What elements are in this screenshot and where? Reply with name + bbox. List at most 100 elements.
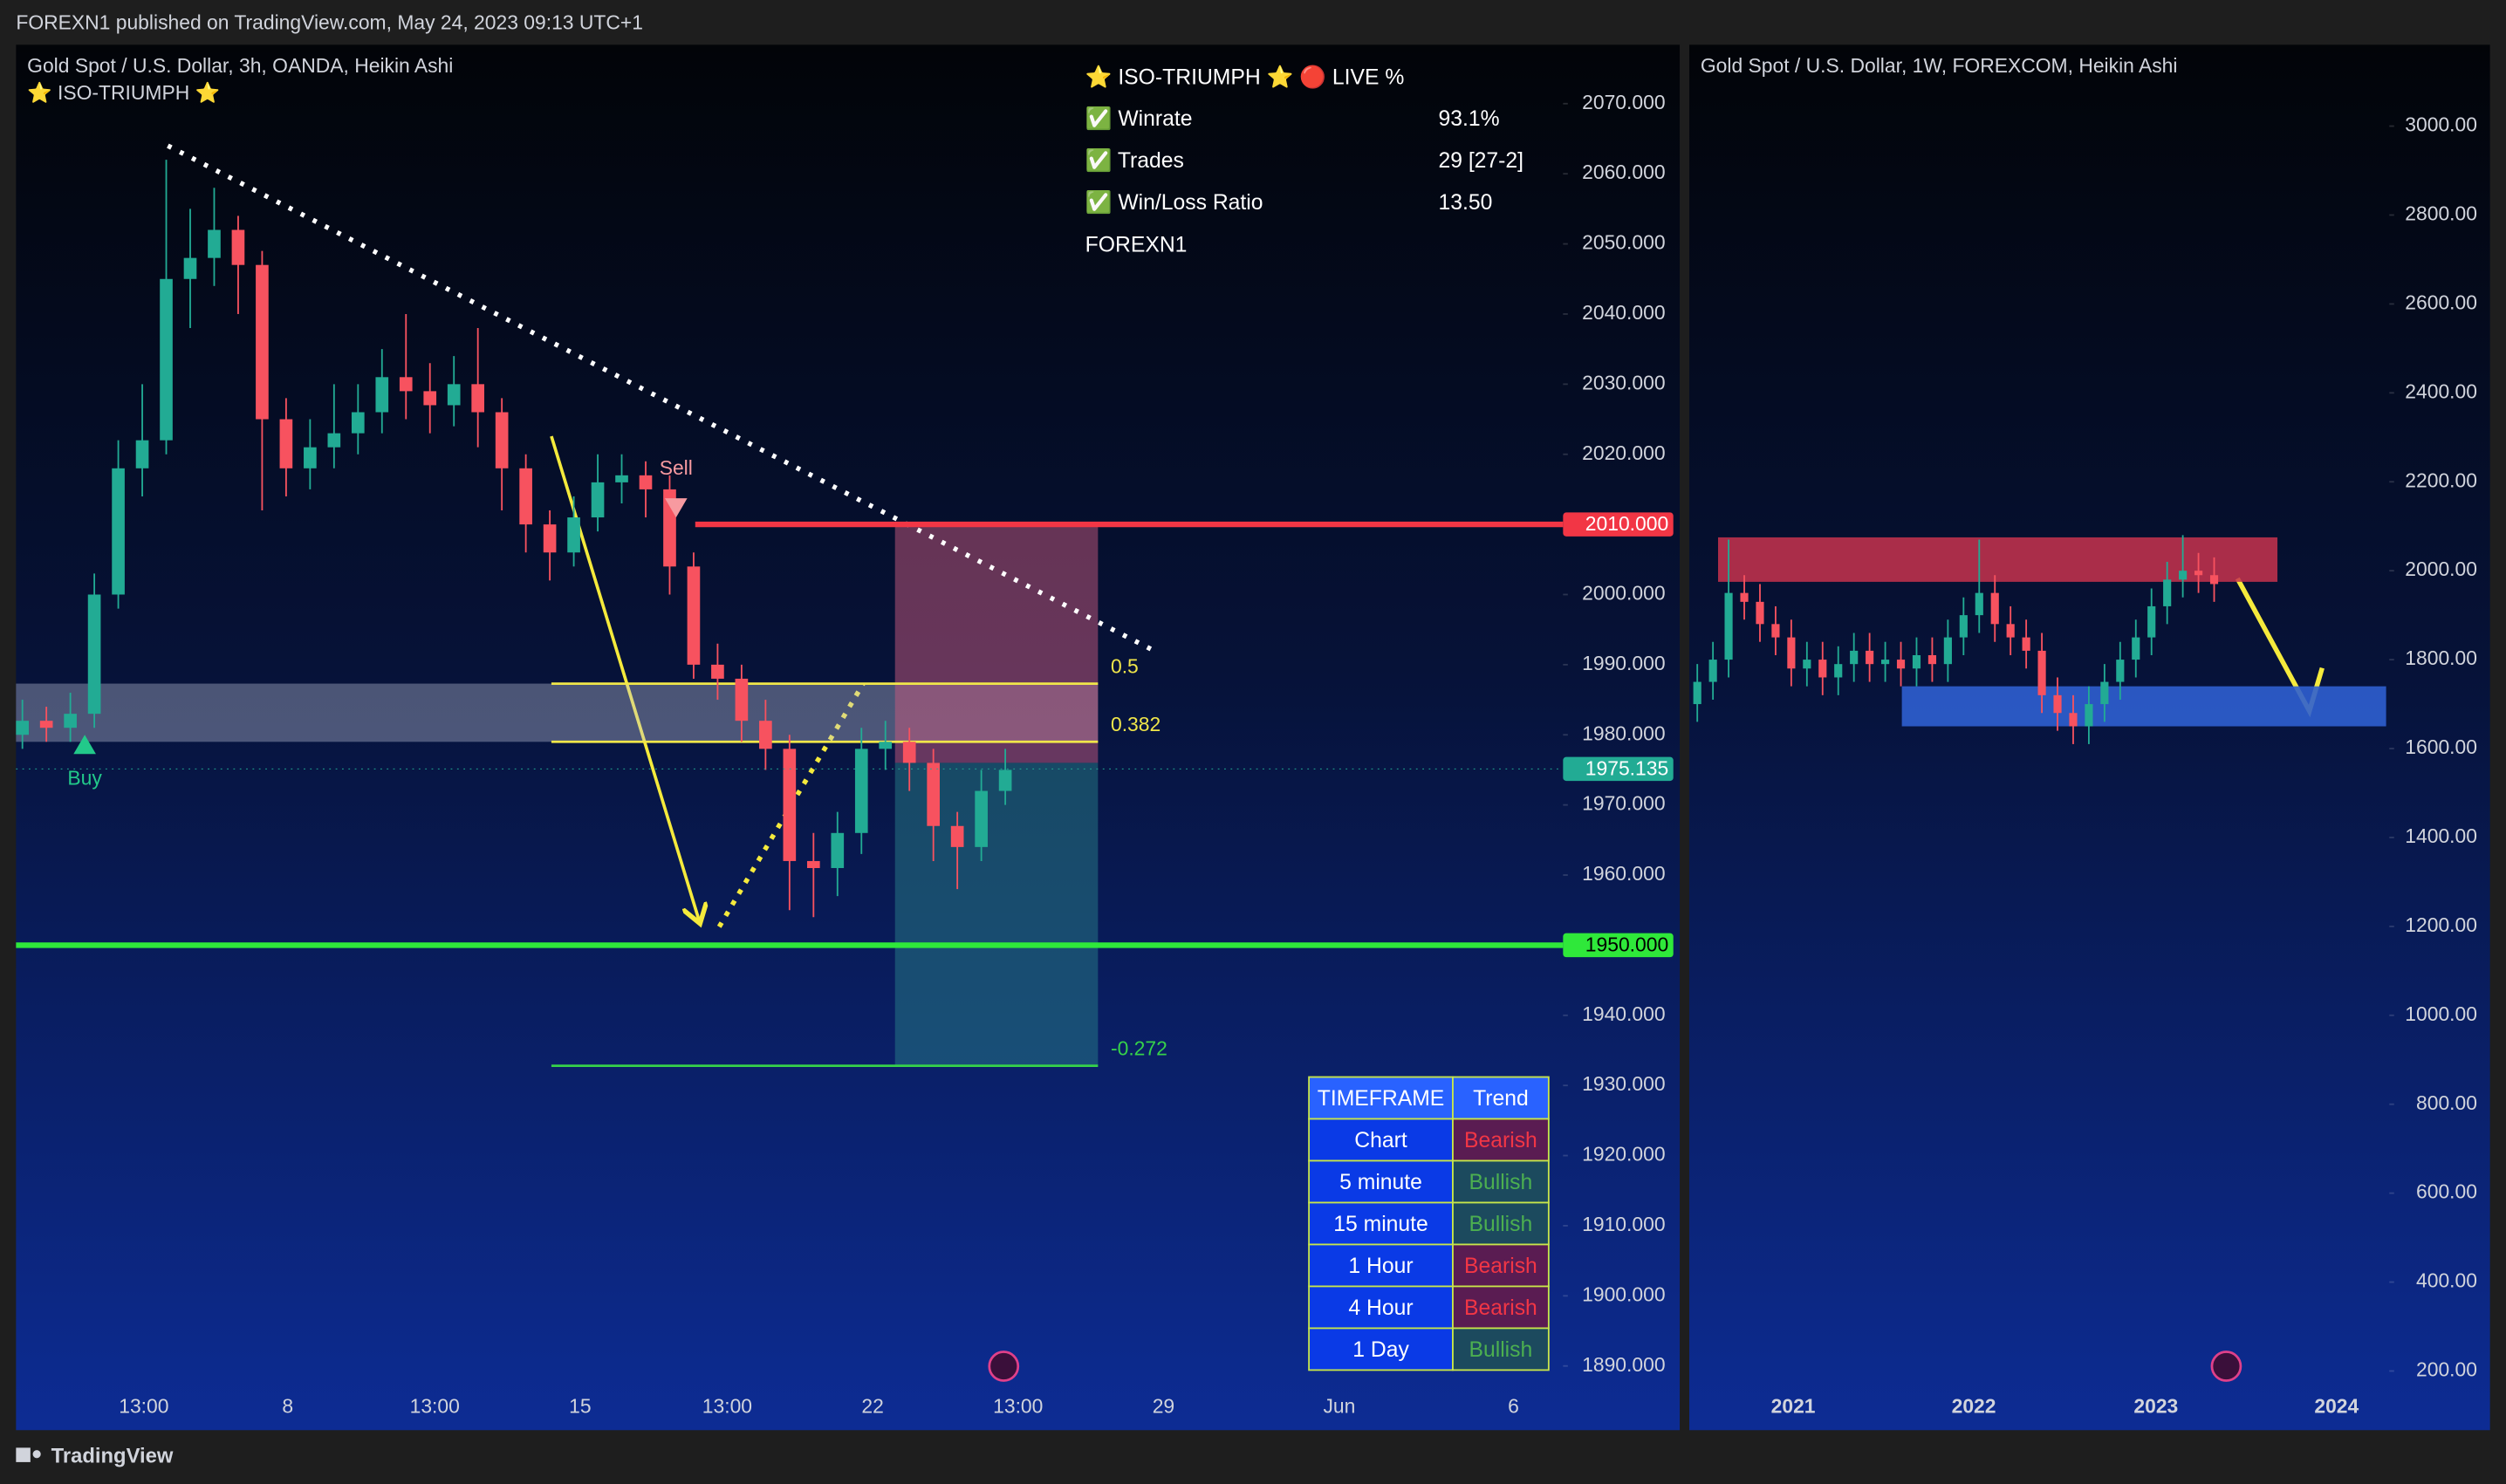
trend: Bearish (1464, 1129, 1537, 1152)
candle-body (2006, 624, 2015, 638)
panel-footer: FOREXN1 (1085, 234, 1188, 257)
candle-body (2100, 681, 2109, 705)
candle-body (2037, 650, 2046, 695)
panel-label: ✅ Trades (1085, 147, 1184, 173)
candle-body (1880, 660, 1890, 665)
candle-body (591, 482, 605, 518)
candle-body (208, 229, 221, 258)
fib-label: 0.5 (1111, 654, 1139, 677)
price-level-box (1563, 512, 1674, 537)
price-level-box (1563, 933, 1674, 958)
candle-body (447, 384, 461, 406)
candle-body (1896, 660, 1906, 669)
x-tick-label: 2021 (1771, 1395, 1816, 1418)
x-tick-label: 22 (861, 1395, 883, 1418)
candle-body (2069, 713, 2078, 727)
y-tick-label: 1980.000 (1582, 721, 1665, 744)
y-tick-label: 1600.00 (2405, 735, 2477, 758)
y-tick-label: 2600.00 (2405, 291, 2477, 313)
table-header-cell (1452, 1076, 1550, 1120)
timeframe: 5 minute (1339, 1171, 1422, 1194)
x-tick-label: 13:00 (119, 1395, 168, 1418)
table-cell (1308, 1201, 1454, 1246)
candle-body (831, 832, 845, 868)
tv-logo (16, 1447, 41, 1462)
y-tick-label: 2020.000 (1582, 441, 1665, 464)
candle-body (998, 769, 1012, 791)
candle-body (2022, 637, 2030, 651)
candle-body (183, 257, 197, 279)
table-cell (1452, 1243, 1550, 1288)
zone (894, 763, 1099, 1066)
candle-body (135, 440, 149, 468)
fib-label: 0.382 (1111, 713, 1161, 735)
x-tick-label: 6 (1508, 1395, 1519, 1418)
trend: Bullish (1469, 1213, 1532, 1236)
price-level-label: 1950.000 (1585, 933, 1668, 955)
candle-body (495, 412, 509, 468)
y-tick-label: 400.00 (2416, 1269, 2477, 1292)
icon (988, 1351, 2242, 1382)
candle-body (1787, 637, 1796, 669)
y-tick-label: 1940.000 (1582, 1002, 1665, 1025)
price-level-label: 2010.000 (1585, 512, 1668, 535)
table-cell (1308, 1243, 1454, 1288)
panel-title: ⭐ ISO-TRIUMPH ⭐ 🔴 LIVE % (1085, 64, 1405, 89)
candle-body (639, 475, 653, 489)
candle-body (1975, 592, 1983, 616)
candle-body (975, 790, 988, 847)
candle-body (304, 447, 317, 468)
candle-body (2132, 637, 2140, 660)
table-cell (1452, 1159, 1550, 1204)
candle-body (1834, 664, 1843, 678)
x-tick-label: 2022 (1952, 1395, 1996, 1418)
candle-body (950, 825, 964, 847)
header-text: FOREXN1 published on TradingView.com, Ma… (16, 11, 643, 34)
candle-body (351, 412, 365, 434)
x-tick-label: 13:00 (410, 1395, 460, 1418)
table-cell (1308, 1285, 1454, 1330)
x-tick-label: 15 (569, 1395, 591, 1418)
candle-body (1740, 592, 1749, 602)
y-tick-label: 2000.00 (2405, 557, 2477, 580)
trend: Bullish (1469, 1171, 1532, 1194)
candle-body (2179, 571, 2188, 580)
y-tick-label: 2060.000 (1582, 161, 1665, 183)
y-tick-label: 1900.000 (1582, 1282, 1665, 1305)
trend: Bullish (1469, 1338, 1532, 1362)
fib-label: -0.272 (1111, 1036, 1167, 1059)
zone (1717, 537, 2278, 582)
zone (1901, 686, 2386, 727)
candle-body (1724, 592, 1733, 660)
candle-body (231, 229, 245, 265)
y-tick-label: 2800.00 (2405, 202, 2477, 225)
candle-body (1803, 660, 1811, 669)
candle-body (160, 278, 173, 441)
candle-body (39, 721, 53, 728)
candle-body (927, 763, 941, 826)
candle-body (1756, 601, 1764, 625)
candle-body (1850, 650, 1859, 665)
candle-body (1771, 624, 1780, 638)
candle-body (1866, 650, 1874, 665)
y-tick-label: 1920.000 (1582, 1143, 1665, 1166)
candle-body (2194, 571, 2203, 576)
candle-body (16, 721, 30, 735)
candle-body (87, 594, 101, 715)
table-header-cell (1308, 1076, 1454, 1120)
candle-body (2163, 579, 2172, 606)
y-tick-label: 1910.000 (1582, 1213, 1665, 1235)
panel-label: ✅ Winrate (1085, 106, 1193, 131)
table-cell (1308, 1327, 1454, 1371)
candle-body (687, 566, 701, 665)
candle-body (879, 742, 893, 749)
y-tick-label: 800.00 (2416, 1091, 2477, 1114)
candle-body (1990, 592, 1999, 625)
y-tick-label: 2400.00 (2405, 380, 2477, 402)
x-tick-label: 29 (1153, 1395, 1174, 1418)
candle-body (854, 749, 868, 833)
y-tick-label: 2040.000 (1582, 301, 1665, 324)
panel-value: 93.1% (1438, 107, 1499, 131)
